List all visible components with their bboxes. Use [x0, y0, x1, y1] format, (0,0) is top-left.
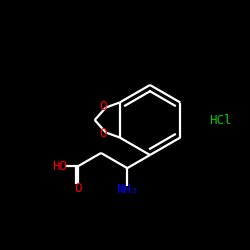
- Text: O: O: [99, 100, 107, 113]
- Text: NH₂: NH₂: [116, 183, 138, 196]
- Text: HO: HO: [52, 160, 67, 172]
- Text: O: O: [99, 127, 107, 140]
- Text: O: O: [74, 182, 82, 194]
- Text: HCl: HCl: [209, 114, 231, 126]
